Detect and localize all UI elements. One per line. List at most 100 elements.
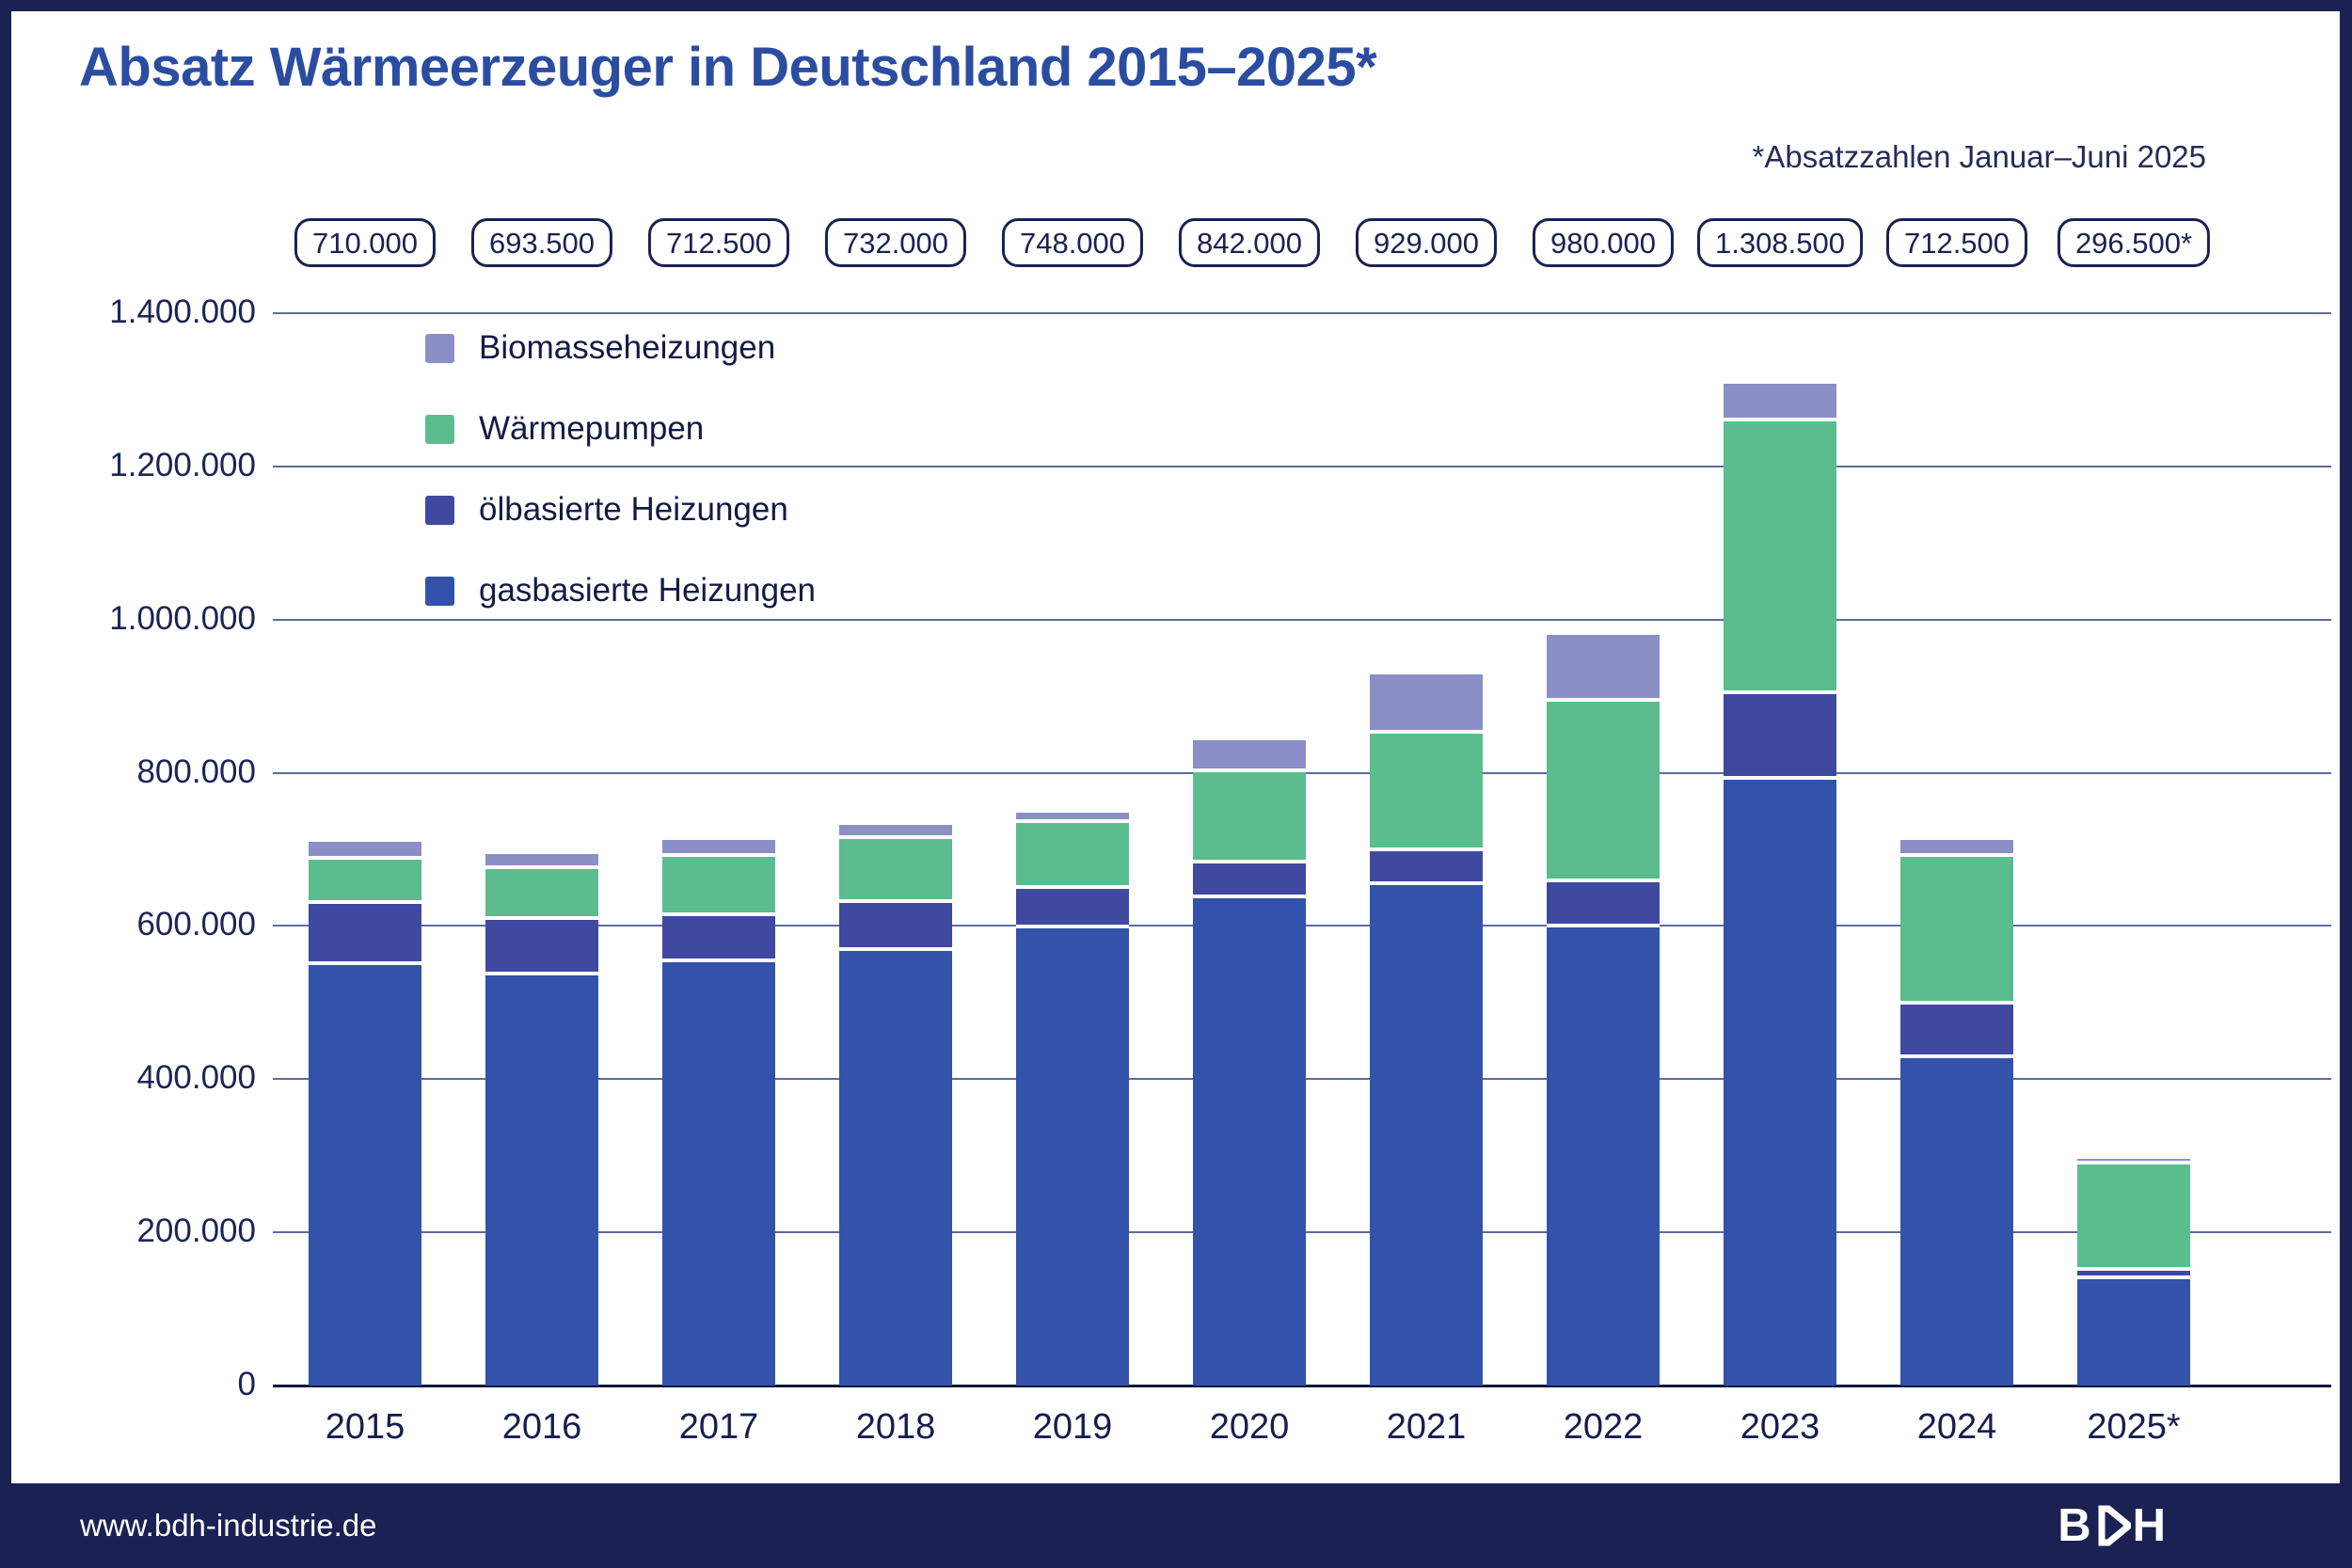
segment-ölbasierte (1547, 882, 1660, 928)
gridline-1400000 (273, 312, 2331, 314)
legend-label: Biomasseheizungen (479, 329, 776, 366)
total-pill-2020: 842.000 (1178, 218, 1321, 267)
chart-legend: Biomasseheizungen Wärmepumpen ölbasierte H… (425, 329, 816, 653)
total-pill-2016: 693.500 (470, 218, 613, 267)
gridline-1200000 (273, 465, 2331, 467)
segment-gasbasierte (1193, 898, 1306, 1386)
segment-gasbasierte (1370, 885, 1483, 1386)
segment-ölbasierte (485, 920, 598, 976)
legend-item: ölbasierte Heizungen (425, 491, 816, 529)
legend-swatch-icon (425, 333, 454, 363)
gridline-1000000 (273, 618, 2331, 621)
logo-letter-d-triangle-icon (2095, 1504, 2131, 1547)
total-pill-2025: 296.500* (2057, 218, 2211, 267)
segment-gasbasierte (1900, 1057, 2013, 1386)
total-pill-2017: 712.500 (647, 218, 790, 267)
segment-biomasseheizungen (2077, 1158, 2190, 1164)
segment-biomasseheizungen (1370, 673, 1483, 734)
chart-subtitle: *Absatzzahlen Januar–Juni 2025 (1752, 139, 2206, 174)
y-axis-tick-label: 1.200.000 (109, 446, 256, 483)
segment-gasbasierte (1547, 927, 1660, 1386)
segment-biomasseheizungen (839, 824, 952, 839)
total-pill-2022: 980.000 (1532, 218, 1675, 267)
segment-gasbasierte (2077, 1278, 2190, 1386)
x-axis-label-2016: 2016 (501, 1407, 582, 1447)
bar-2017 (662, 839, 775, 1386)
total-pill-2018: 732.000 (824, 218, 967, 267)
x-axis-label-2020: 2020 (1209, 1407, 1290, 1447)
y-axis-tick-label: 600.000 (136, 906, 256, 943)
x-axis-label-2023: 2023 (1740, 1407, 1820, 1447)
segment-gasbasierte (839, 950, 952, 1386)
segment-ölbasierte (1193, 863, 1306, 899)
page-title: Absatz Wärmeerzeuger in Deutschland 2015… (79, 37, 1377, 98)
total-pill-2015: 710.000 (294, 218, 437, 267)
segment-wärmepumpen (309, 860, 421, 904)
bar-2023 (1724, 383, 1836, 1386)
legend-swatch-icon (425, 414, 454, 444)
segment-gasbasierte (1016, 927, 1129, 1386)
total-pill-2024: 712.500 (1885, 218, 2028, 267)
bar-2020 (1193, 740, 1306, 1386)
bar-2015 (309, 841, 421, 1386)
segment-wärmepumpen (1900, 857, 2013, 1006)
segment-gasbasierte (309, 964, 421, 1386)
x-axis-label-2025: 2025* (2087, 1407, 2181, 1447)
segment-biomasseheizungen (1193, 740, 1306, 772)
y-axis-tick-label: 200.000 (136, 1212, 256, 1250)
segment-ölbasierte (1724, 693, 1836, 781)
segment-biomasseheizungen (485, 854, 598, 870)
y-axis-tick-label: 400.000 (136, 1059, 256, 1097)
legend-label: gasbasierte Heizungen (479, 572, 817, 609)
bar-2022 (1547, 635, 1660, 1386)
y-axis-tick-label: 1.000.000 (109, 599, 256, 637)
segment-wärmepumpen (1370, 733, 1483, 852)
total-pill-2023: 1.308.500 (1697, 218, 1863, 267)
segment-biomasseheizungen (1724, 383, 1836, 421)
segment-wärmepumpen (839, 838, 952, 904)
logo-letter-h: H (2132, 1500, 2168, 1551)
border-right (2340, 0, 2352, 1568)
bar-2016 (485, 854, 598, 1386)
segment-wärmepumpen (2077, 1164, 2190, 1272)
segment-ölbasierte (1370, 851, 1483, 886)
legend-swatch-icon (425, 495, 454, 525)
segment-biomasseheizungen (1547, 635, 1660, 702)
segment-biomasseheizungen (1900, 839, 2013, 858)
bar-2025 (2077, 1158, 2190, 1386)
border-top (0, 0, 2352, 11)
segment-ölbasierte (1016, 888, 1129, 928)
segment-ölbasierte (2077, 1271, 2190, 1279)
segment-wärmepumpen (662, 856, 775, 917)
segment-ölbasierte (1900, 1005, 2013, 1058)
bar-2024 (1900, 839, 2013, 1386)
x-axis-label-2024: 2024 (1916, 1407, 1997, 1447)
logo-letter-b: B (2058, 1500, 2093, 1551)
bar-2021 (1370, 673, 1483, 1386)
x-axis-label-2015: 2015 (325, 1407, 405, 1447)
segment-wärmepumpen (485, 869, 598, 921)
segment-biomasseheizungen (1016, 812, 1129, 823)
legend-item: gasbasierte Heizungen (425, 572, 816, 610)
segment-wärmepumpen (1016, 822, 1129, 889)
segment-wärmepumpen (1724, 420, 1836, 694)
legend-swatch-icon (425, 576, 454, 606)
legend-label: ölbasierte Heizungen (479, 491, 788, 528)
segment-gasbasierte (662, 962, 775, 1386)
segment-ölbasierte (662, 916, 775, 963)
segment-ölbasierte (839, 903, 952, 951)
bdh-logo: B H (2058, 1499, 2168, 1552)
segment-biomasseheizungen (662, 839, 775, 857)
legend-label: Wärmepumpen (479, 410, 705, 447)
y-axis-tick-label: 0 (237, 1366, 256, 1402)
bar-2018 (839, 824, 952, 1386)
segment-gasbasierte (1724, 780, 1836, 1386)
segment-ölbasierte (309, 903, 421, 965)
x-axis-label-2022: 2022 (1563, 1407, 1644, 1447)
segment-biomasseheizungen (309, 841, 421, 861)
segment-wärmepumpen (1547, 701, 1660, 883)
bar-2019 (1016, 812, 1129, 1386)
x-axis-label-2019: 2019 (1032, 1407, 1113, 1447)
total-pill-2021: 929.000 (1355, 218, 1498, 267)
